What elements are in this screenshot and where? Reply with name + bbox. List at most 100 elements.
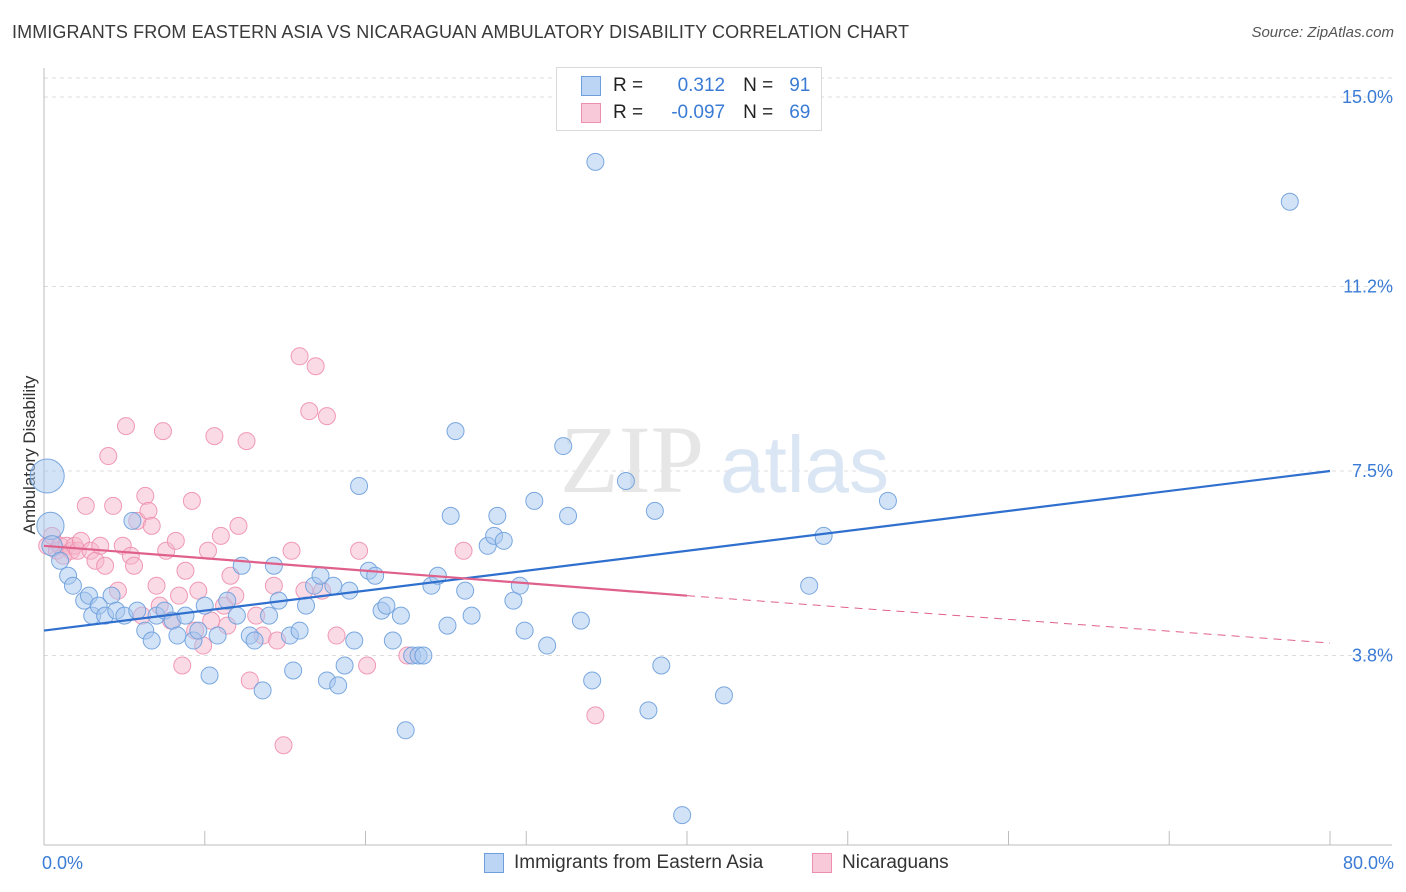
data-point — [800, 576, 819, 595]
data-point — [173, 656, 192, 675]
y-tick-label: 7.5% — [1352, 461, 1393, 481]
data-point — [123, 511, 142, 530]
data-point — [282, 541, 301, 560]
x-tick-label-min: 0.0% — [42, 853, 84, 873]
data-point — [29, 458, 65, 494]
data-point — [515, 621, 534, 640]
data-point — [559, 506, 578, 525]
data-point — [652, 656, 671, 675]
data-point — [153, 422, 172, 441]
legend-swatch-pink — [581, 103, 601, 123]
data-point — [102, 586, 121, 605]
data-point — [358, 656, 377, 675]
data-point — [218, 591, 237, 610]
data-point — [324, 576, 343, 595]
legend-row-eastern-asia: R = 0.312 N = 91 — [581, 73, 810, 99]
data-point — [510, 576, 529, 595]
legend-row-nicaraguans: R = -0.097 N = 69 — [581, 100, 810, 126]
data-point — [166, 531, 185, 550]
data-point — [306, 357, 325, 376]
data-point — [586, 706, 605, 725]
data-point — [147, 576, 166, 595]
legend-label: Immigrants from Eastern Asia — [514, 852, 764, 873]
data-point — [350, 476, 369, 495]
nicaraguans-points — [38, 347, 605, 755]
y-tick-label: 15.0% — [1342, 87, 1393, 107]
data-point — [571, 611, 590, 630]
legend-r-value: 0.312 — [677, 75, 726, 96]
legend-swatch-blue — [581, 76, 601, 96]
data-point — [327, 626, 346, 645]
data-point — [335, 656, 354, 675]
data-point — [208, 626, 227, 645]
data-point — [63, 576, 82, 595]
data-point — [104, 496, 123, 515]
data-point — [176, 561, 195, 580]
data-point — [504, 591, 523, 610]
legend-n-value: 69 — [789, 102, 811, 123]
legend-n-label: N = — [743, 102, 774, 123]
data-point — [260, 606, 279, 625]
data-point — [284, 661, 303, 680]
data-point — [583, 671, 602, 690]
data-point — [377, 596, 396, 615]
data-point — [586, 152, 605, 171]
data-point — [116, 417, 135, 436]
data-point — [396, 721, 415, 740]
data-point — [264, 576, 283, 595]
data-point — [128, 601, 147, 620]
data-point — [414, 646, 433, 665]
data-point — [221, 566, 240, 585]
legend-r-label: R = — [613, 102, 644, 123]
data-point — [639, 701, 658, 720]
trend-line-nicaraguans-extrapolated — [686, 595, 1331, 644]
data-point — [274, 736, 293, 755]
source-label: Source: ZipAtlas.com — [1251, 24, 1394, 41]
data-point — [456, 581, 475, 600]
y-tick-label: 3.8% — [1352, 646, 1393, 666]
eastern-asia-points — [29, 152, 1299, 825]
data-point — [300, 402, 319, 421]
data-point — [229, 516, 248, 535]
data-point — [176, 606, 195, 625]
data-point — [317, 407, 336, 426]
data-point — [616, 471, 635, 490]
data-point — [264, 556, 283, 575]
data-point — [142, 631, 161, 650]
data-point — [51, 551, 70, 570]
data-point — [99, 447, 118, 466]
data-point — [205, 427, 224, 446]
data-point — [1280, 192, 1299, 211]
series-legend: Immigrants from Eastern Asia Nicaraguans — [0, 852, 1406, 878]
data-point — [554, 437, 573, 456]
x-tick-label-max: 80.0% — [1342, 853, 1394, 873]
legend-swatch-pink — [812, 853, 832, 873]
trend-line-nicaraguans — [43, 544, 688, 597]
legend-r-value: -0.097 — [671, 102, 726, 123]
data-point — [494, 531, 513, 550]
data-point — [814, 526, 833, 545]
data-point — [383, 631, 402, 650]
chart-title: IMMIGRANTS FROM EASTERN ASIA VS NICARAGU… — [12, 22, 910, 42]
legend-swatch-blue — [484, 853, 504, 873]
data-point — [170, 586, 189, 605]
data-point — [714, 686, 733, 705]
data-point — [189, 621, 208, 640]
trend-line-eastern-asia — [43, 469, 1331, 632]
data-point — [91, 536, 110, 555]
data-point — [446, 422, 465, 441]
data-point — [245, 631, 264, 650]
data-point — [438, 616, 457, 635]
legend-item-nicaraguans[interactable]: Nicaraguans — [812, 852, 949, 874]
data-point — [202, 611, 221, 630]
data-point — [136, 486, 155, 505]
data-point — [329, 676, 348, 695]
data-point — [673, 806, 692, 825]
data-point — [237, 432, 256, 451]
data-point — [488, 506, 507, 525]
data-point — [200, 666, 219, 685]
legend-item-eastern-asia[interactable]: Immigrants from Eastern Asia — [484, 852, 763, 874]
watermark-zip: ZIP — [560, 406, 704, 513]
data-point — [182, 491, 201, 510]
